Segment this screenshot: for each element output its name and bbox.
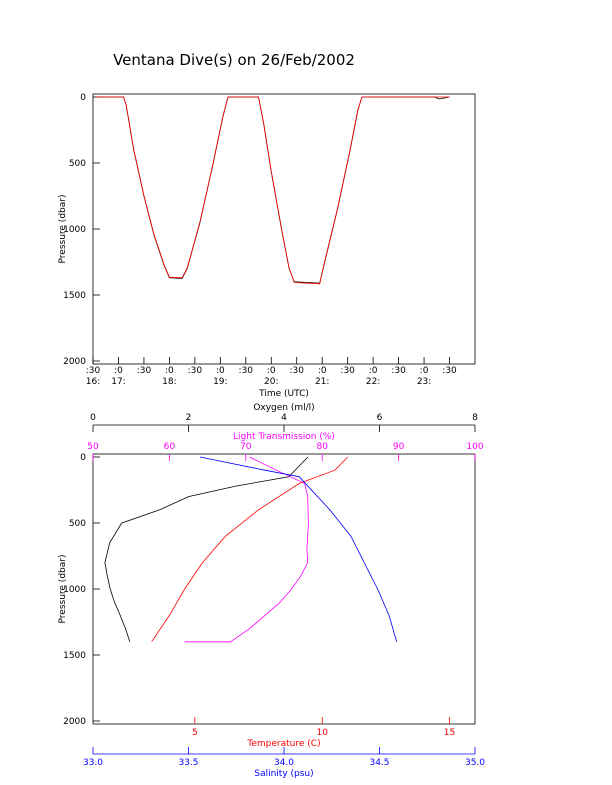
profile-trace bbox=[104, 456, 309, 642]
x-axis-label: Light Transmission (%) bbox=[233, 432, 335, 442]
x-tick-label: :30 bbox=[137, 366, 152, 376]
x-tick-label: 35.0 bbox=[465, 758, 485, 768]
x-axis-label: Oxygen (ml/l) bbox=[253, 403, 314, 413]
x-tick-label: 8 bbox=[472, 413, 478, 423]
x-tick-label: :30 bbox=[188, 366, 203, 376]
x-tick-label: :0 23: bbox=[417, 366, 431, 387]
x-tick-label: 80 bbox=[316, 442, 328, 452]
x-tick-label: :0 19: bbox=[213, 366, 227, 387]
x-tick-label: :0 20: bbox=[264, 366, 278, 387]
x-axis-label: Time (UTC) bbox=[258, 389, 309, 399]
dive-trace bbox=[95, 96, 450, 285]
profile-trace bbox=[199, 456, 398, 642]
x-tick-label: :0 21: bbox=[315, 366, 329, 387]
x-tick-label: :30 16: bbox=[86, 366, 101, 387]
y-axis-label: Pressure (dbar) bbox=[58, 555, 68, 624]
x-tick-label: 34.5 bbox=[369, 758, 389, 768]
x-tick-label: 5 bbox=[192, 728, 198, 738]
x-tick-label: 60 bbox=[164, 442, 176, 452]
x-tick-label: :30 bbox=[289, 366, 304, 376]
x-tick-label: 6 bbox=[377, 413, 383, 423]
x-tick-label: 33.0 bbox=[83, 758, 103, 768]
x-tick-label: :0 22: bbox=[366, 366, 380, 387]
x-tick-label: 4 bbox=[281, 413, 287, 423]
y-tick-label: 500 bbox=[69, 519, 86, 529]
x-tick-label: :30 bbox=[340, 366, 355, 376]
y-tick-label: 1500 bbox=[63, 291, 86, 301]
y-tick-label: 1000 bbox=[63, 225, 86, 235]
x-tick-label: :30 bbox=[239, 366, 254, 376]
y-tick-label: 500 bbox=[69, 159, 86, 169]
x-tick-label: 90 bbox=[393, 442, 405, 452]
x-tick-label: 15 bbox=[444, 728, 455, 738]
profile-trace bbox=[151, 456, 348, 643]
y-tick-label: 1500 bbox=[63, 651, 86, 661]
y-tick-label: 2000 bbox=[63, 357, 86, 367]
x-axis-label: Temperature (C) bbox=[246, 739, 320, 749]
chart-title: Ventana Dive(s) on 26/Feb/2002 bbox=[113, 51, 355, 69]
x-tick-label: 34.0 bbox=[274, 758, 294, 768]
y-axis-label: Pressure (dbar) bbox=[58, 195, 68, 264]
profile-trace bbox=[184, 456, 309, 643]
x-tick-label: 10 bbox=[316, 728, 328, 738]
y-tick-label: 0 bbox=[80, 93, 86, 103]
y-tick-label: 2000 bbox=[63, 717, 86, 727]
x-tick-label: 100 bbox=[466, 442, 483, 452]
x-tick-label: 70 bbox=[240, 442, 252, 452]
x-axis-label: Salinity (psu) bbox=[254, 769, 313, 779]
y-tick-label: 1000 bbox=[63, 585, 86, 595]
x-tick-label: 50 bbox=[87, 442, 99, 452]
y-tick-label: 0 bbox=[80, 453, 86, 463]
x-tick-label: :0 17: bbox=[111, 366, 125, 387]
x-tick-label: 33.5 bbox=[178, 758, 198, 768]
x-tick-label: :30 bbox=[391, 366, 406, 376]
x-tick-label: 2 bbox=[186, 413, 192, 423]
x-tick-label: :30 bbox=[442, 366, 457, 376]
x-tick-label: 0 bbox=[90, 413, 96, 423]
x-tick-label: :0 18: bbox=[162, 366, 176, 387]
